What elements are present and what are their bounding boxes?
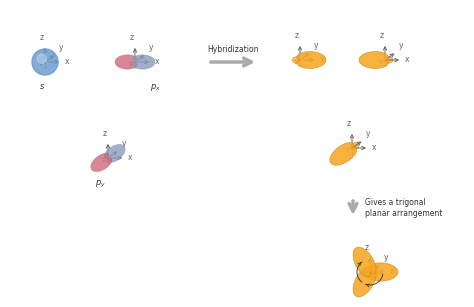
Polygon shape bbox=[292, 57, 301, 63]
Circle shape bbox=[32, 49, 58, 75]
Text: z: z bbox=[380, 31, 384, 40]
Polygon shape bbox=[115, 55, 137, 69]
Text: x: x bbox=[320, 56, 325, 64]
Text: $p_y$: $p_y$ bbox=[94, 178, 105, 189]
Polygon shape bbox=[353, 247, 376, 277]
Polygon shape bbox=[366, 263, 398, 281]
Text: y: y bbox=[59, 43, 64, 52]
Text: y: y bbox=[384, 253, 388, 262]
Polygon shape bbox=[104, 145, 125, 162]
Text: x: x bbox=[390, 267, 394, 277]
Polygon shape bbox=[353, 267, 376, 297]
Text: z: z bbox=[40, 33, 44, 42]
Text: y: y bbox=[314, 41, 319, 50]
Text: z: z bbox=[295, 31, 299, 40]
Text: s: s bbox=[40, 82, 44, 91]
Polygon shape bbox=[297, 52, 326, 68]
Polygon shape bbox=[368, 265, 375, 274]
Text: y: y bbox=[122, 139, 127, 148]
Text: z: z bbox=[130, 33, 134, 42]
Text: x: x bbox=[405, 56, 410, 64]
Text: z: z bbox=[347, 119, 351, 128]
Text: x: x bbox=[65, 57, 70, 67]
Text: x: x bbox=[128, 154, 133, 162]
Polygon shape bbox=[384, 57, 393, 63]
Text: x: x bbox=[372, 143, 376, 153]
Polygon shape bbox=[359, 52, 388, 68]
Text: y: y bbox=[149, 43, 153, 52]
Text: Gives a trigonal
planar arrangement: Gives a trigonal planar arrangement bbox=[365, 198, 442, 218]
Polygon shape bbox=[91, 154, 112, 172]
Text: $p_x$: $p_x$ bbox=[150, 82, 160, 93]
Text: z: z bbox=[103, 129, 107, 138]
Text: y: y bbox=[366, 129, 370, 138]
Polygon shape bbox=[362, 269, 371, 275]
Polygon shape bbox=[330, 142, 357, 165]
Text: y: y bbox=[399, 41, 403, 50]
Circle shape bbox=[37, 54, 46, 63]
Text: x: x bbox=[155, 57, 159, 67]
Polygon shape bbox=[368, 270, 375, 279]
Polygon shape bbox=[133, 55, 155, 69]
Text: z: z bbox=[365, 243, 369, 252]
Text: Hybridization: Hybridization bbox=[207, 45, 259, 54]
Polygon shape bbox=[350, 142, 359, 150]
